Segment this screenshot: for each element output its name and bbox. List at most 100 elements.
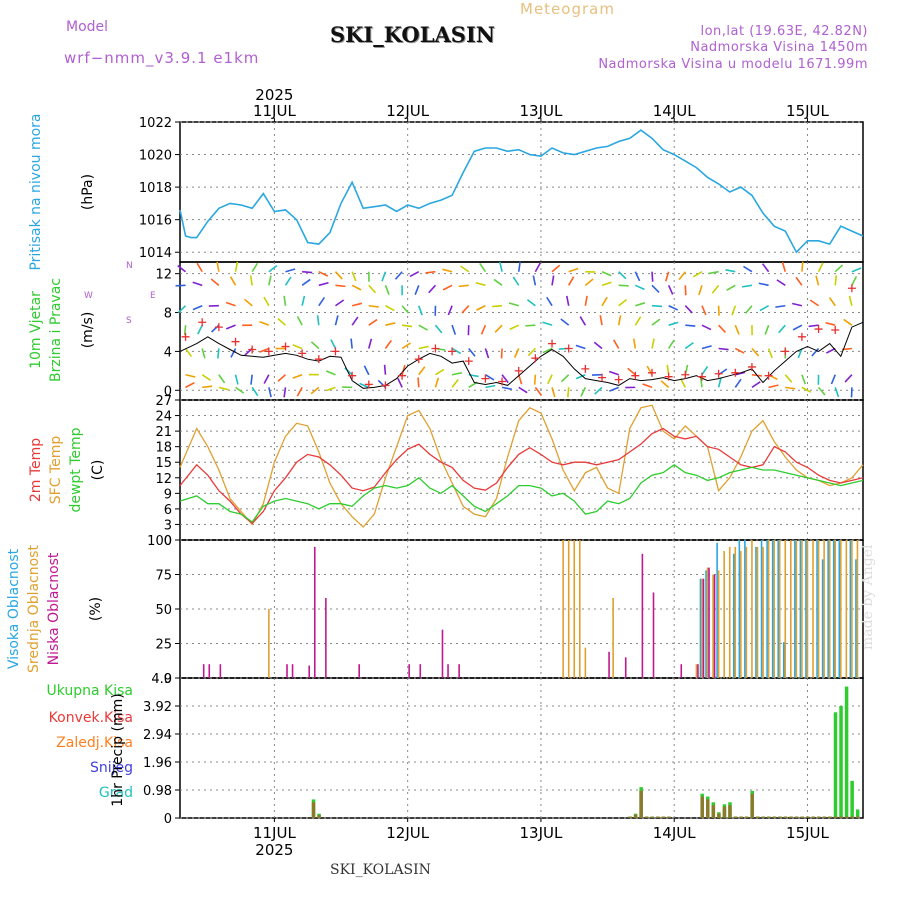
- wind-barb: [844, 374, 853, 383]
- x-tick-label-bottom: 11JUL: [253, 824, 296, 842]
- wind-barb: [517, 261, 521, 272]
- wind-barb: [815, 275, 820, 286]
- precip-bar-convective: [644, 816, 649, 818]
- wind-barb: [434, 377, 440, 388]
- wind-gust-marker: [831, 326, 840, 335]
- wind-barb: [627, 367, 636, 376]
- wind-gust-marker: [331, 347, 340, 356]
- wind-barb: [211, 324, 220, 333]
- wind-barb: [618, 298, 628, 307]
- wind-barb: [632, 338, 637, 349]
- wind-barb: [301, 295, 306, 306]
- wind-barb: [175, 284, 186, 287]
- wind-barb: [385, 322, 396, 326]
- wind-barb: [684, 285, 687, 296]
- wind-barb: [402, 324, 413, 328]
- wind-barb: [768, 384, 779, 389]
- wind-barb: [508, 302, 519, 307]
- precip-legend-label: Konvek.Kisa: [49, 710, 133, 726]
- wind-barb: [363, 365, 370, 376]
- wind-barb: [734, 378, 742, 388]
- wind-barb: [560, 374, 570, 383]
- precip-bar-convective: [844, 816, 849, 818]
- wind-barb: [301, 278, 311, 286]
- wind-barb: [759, 305, 769, 312]
- wind-gust-marker: [364, 380, 373, 389]
- wind-barb: [210, 278, 220, 286]
- wind-barb: [283, 295, 287, 306]
- precip-bar-convective: [733, 816, 738, 818]
- wind-barb: [225, 301, 236, 307]
- wind-barb: [460, 265, 470, 273]
- high-cloud-label: Visoka Oblacnost: [6, 548, 22, 669]
- wind-barb: [259, 320, 270, 326]
- wind-barb: [177, 305, 187, 314]
- wind-barb: [795, 276, 803, 286]
- wind-barb: [567, 387, 570, 398]
- wind-barb: [177, 264, 187, 273]
- wind-barb: [566, 295, 570, 306]
- wind-barb: [717, 377, 722, 388]
- precip-bar-convective: [822, 816, 827, 818]
- wind-barb: [801, 374, 807, 385]
- y-tick-label: 0: [164, 812, 172, 827]
- wind-barb: [517, 374, 523, 385]
- wind-barb: [292, 373, 303, 379]
- precip-bar-convective: [811, 816, 816, 818]
- precip-unit-label: 1hr Precip (mm): [110, 693, 126, 806]
- precip-bar-convective: [317, 815, 321, 818]
- y-tick-label: 12: [155, 472, 172, 487]
- wind-barb: [368, 318, 378, 326]
- wind-barb: [825, 347, 836, 354]
- wind-barb: [318, 270, 329, 277]
- wind-barb: [359, 382, 370, 389]
- precip-bar-convective: [767, 816, 771, 818]
- precip-bar-total: [844, 686, 849, 818]
- wind-gust-marker: [548, 339, 557, 348]
- wind-barb: [642, 383, 653, 389]
- y-tick-label: 18: [155, 441, 172, 456]
- wind-barb: [568, 267, 579, 273]
- wind-barb: [401, 342, 411, 350]
- y-tick-label: 0.98: [143, 784, 172, 799]
- wind-barb: [651, 284, 660, 293]
- wind-barb: [277, 318, 287, 326]
- precip-bar-total: [850, 780, 854, 818]
- wind-barb: [843, 318, 853, 326]
- wind-barb: [434, 324, 443, 334]
- wind-barb: [192, 281, 203, 287]
- precip-bar-convective: [311, 802, 316, 818]
- precip-bar-convective: [661, 816, 666, 818]
- wind-barb: [701, 365, 709, 376]
- y-tick-label: 4.9: [151, 672, 172, 687]
- y-tick-label: 8: [164, 307, 172, 322]
- wind-label-2: Brzina i Pravac: [48, 278, 64, 382]
- wind-barb: [542, 321, 553, 326]
- wind-barb: [699, 377, 703, 388]
- wind-barb: [344, 367, 353, 376]
- wind-barb: [817, 262, 824, 273]
- precip-bar-convective: [717, 813, 721, 818]
- wind-barb: [781, 261, 787, 272]
- wind-barb: [575, 344, 586, 350]
- wind-gust-marker: [348, 371, 357, 380]
- wind-barb: [368, 304, 379, 308]
- wind-barb: [741, 284, 753, 288]
- precip-bar-convective: [855, 816, 860, 818]
- t2m-label: 2m Temp: [28, 438, 44, 502]
- wind-legend-west: W: [84, 291, 93, 301]
- wind-barb: [808, 324, 819, 328]
- y-tick-label: 27: [155, 394, 172, 409]
- precip-bar-convective: [783, 816, 788, 818]
- wind-gust-marker: [531, 354, 540, 363]
- wind-gust-marker: [681, 370, 690, 379]
- wind-barb: [534, 262, 541, 273]
- wind-gust-marker: [847, 284, 856, 293]
- wind-gust-marker: [431, 344, 440, 353]
- wind-barb: [283, 387, 287, 398]
- wind-barb: [513, 348, 520, 358]
- wind-gust-marker: [298, 349, 307, 358]
- wind-gust-marker: [398, 371, 407, 380]
- wind-barb: [394, 271, 403, 280]
- y-tick-label: 15: [155, 456, 172, 471]
